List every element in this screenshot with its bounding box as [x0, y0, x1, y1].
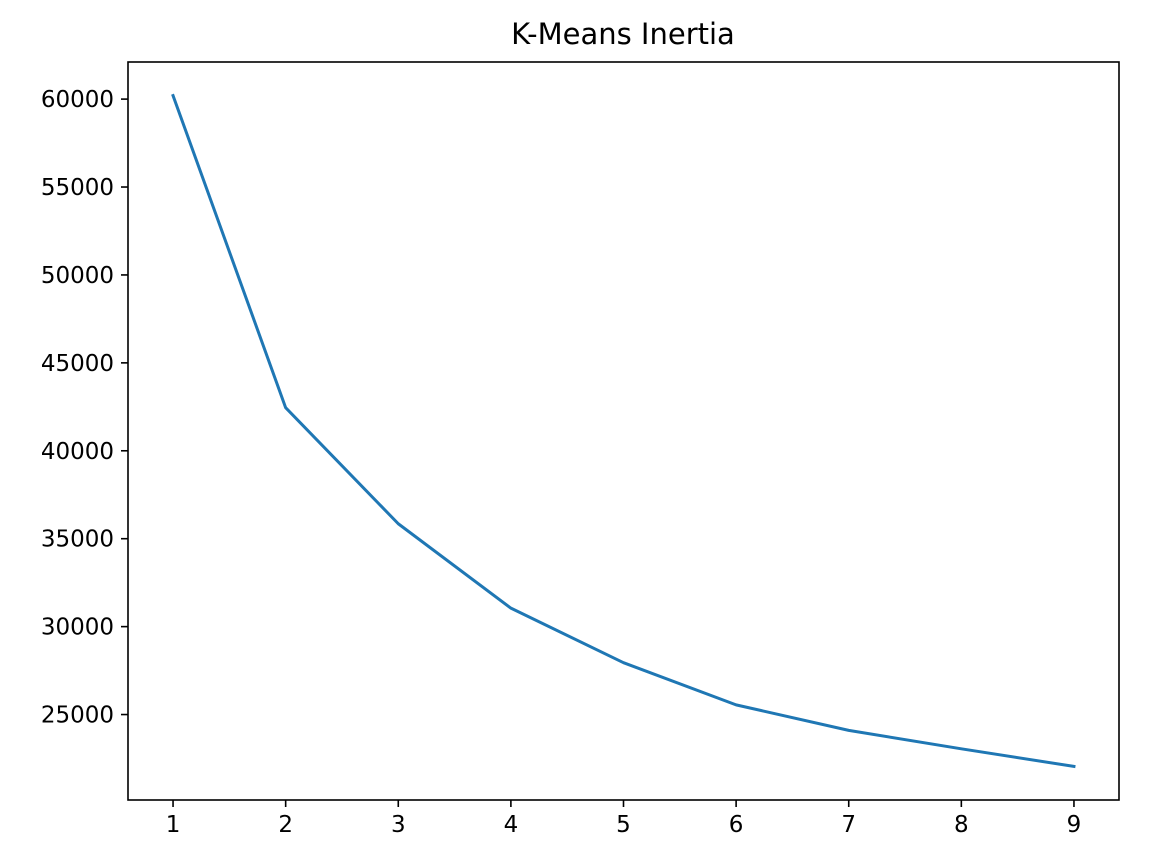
y-tick-label: 30000: [41, 615, 114, 641]
x-tick-label: 1: [166, 812, 181, 838]
x-axis: 1 2 3 4 5 6 7 8 9: [166, 800, 1082, 838]
data-point: [735, 703, 738, 706]
y-tick-label: 60000: [41, 87, 114, 113]
y-tick-label: 45000: [41, 351, 114, 377]
data-point: [172, 94, 175, 97]
data-point: [509, 607, 512, 610]
y-tick-label: 55000: [41, 175, 114, 201]
y-tick-label: 50000: [41, 263, 114, 289]
y-tick-label: 25000: [41, 703, 114, 729]
x-tick-label: 8: [954, 812, 969, 838]
x-tick-label: 7: [841, 812, 856, 838]
y-tick-label: 40000: [41, 439, 114, 465]
x-tick-label: 9: [1067, 812, 1082, 838]
plot-area: [171, 93, 1076, 769]
x-tick-label: 4: [504, 812, 519, 838]
x-tick-label: 3: [391, 812, 406, 838]
y-axis: 25000 30000 35000 40000 45000 50000 55000 60000: [41, 87, 128, 729]
x-tick-label: 2: [278, 812, 293, 838]
chart-title: K-Means Inertia: [511, 17, 735, 51]
series-line-inertia: [171, 93, 1076, 769]
data-point: [622, 661, 625, 664]
x-tick-label: 5: [616, 812, 631, 838]
data-point: [284, 406, 287, 409]
data-point: [960, 747, 963, 750]
data-point: [847, 729, 850, 732]
y-tick-label: 35000: [41, 527, 114, 553]
data-point: [397, 522, 400, 525]
x-tick-label: 6: [729, 812, 744, 838]
data-point: [1072, 765, 1075, 768]
